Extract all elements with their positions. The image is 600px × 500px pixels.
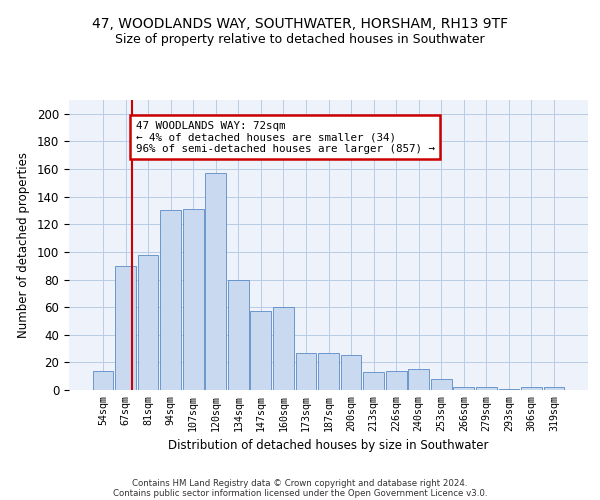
Bar bbox=[499, 388, 520, 390]
Bar bbox=[386, 370, 407, 390]
Bar bbox=[92, 370, 113, 390]
Bar bbox=[183, 209, 203, 390]
Text: 47, WOODLANDS WAY, SOUTHWATER, HORSHAM, RH13 9TF: 47, WOODLANDS WAY, SOUTHWATER, HORSHAM, … bbox=[92, 18, 508, 32]
Bar bbox=[250, 312, 271, 390]
Text: Contains HM Land Registry data © Crown copyright and database right 2024.: Contains HM Land Registry data © Crown c… bbox=[132, 478, 468, 488]
Bar bbox=[409, 370, 429, 390]
Bar bbox=[544, 387, 565, 390]
Bar bbox=[521, 387, 542, 390]
Bar bbox=[115, 266, 136, 390]
Bar bbox=[160, 210, 181, 390]
Bar bbox=[454, 387, 474, 390]
Bar bbox=[431, 379, 452, 390]
Bar bbox=[476, 387, 497, 390]
Bar bbox=[228, 280, 248, 390]
Bar bbox=[296, 352, 316, 390]
Text: Contains public sector information licensed under the Open Government Licence v3: Contains public sector information licen… bbox=[113, 488, 487, 498]
Bar bbox=[341, 356, 361, 390]
Text: 47 WOODLANDS WAY: 72sqm
← 4% of detached houses are smaller (34)
96% of semi-det: 47 WOODLANDS WAY: 72sqm ← 4% of detached… bbox=[136, 120, 434, 154]
Text: Size of property relative to detached houses in Southwater: Size of property relative to detached ho… bbox=[115, 32, 485, 46]
Bar bbox=[273, 307, 294, 390]
X-axis label: Distribution of detached houses by size in Southwater: Distribution of detached houses by size … bbox=[168, 439, 489, 452]
Bar bbox=[363, 372, 384, 390]
Bar bbox=[205, 173, 226, 390]
Bar bbox=[137, 254, 158, 390]
Bar bbox=[318, 352, 339, 390]
Y-axis label: Number of detached properties: Number of detached properties bbox=[17, 152, 30, 338]
